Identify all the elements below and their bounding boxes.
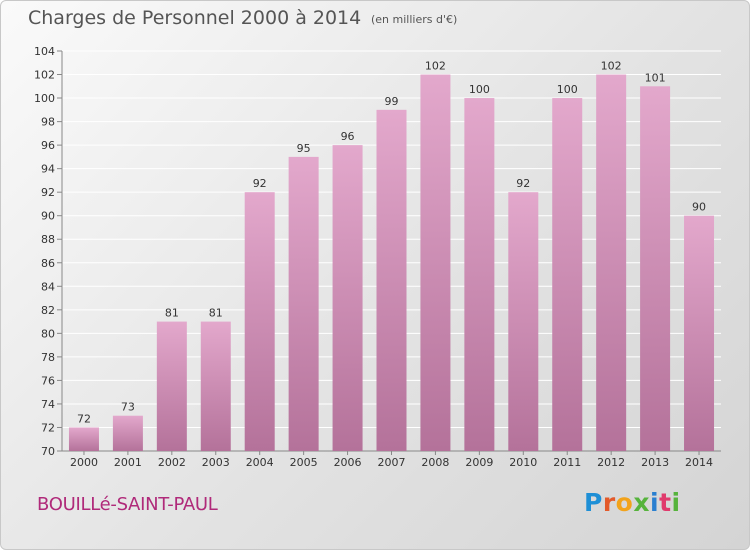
x-tick-label: 2006 — [334, 456, 362, 469]
y-tick-labels: 70 72 74 76 78 80 82 84 86 88 90 92 94 96 98 100 102 104 — [34, 45, 55, 458]
x-tick-label: 2001 — [114, 456, 142, 469]
y-tick-label: 92 — [41, 186, 55, 199]
bar — [684, 215, 715, 451]
y-tick-label: 74 — [41, 398, 55, 411]
y-tick-label: 82 — [41, 304, 55, 317]
x-tick-label: 2013 — [641, 456, 669, 469]
bar — [508, 192, 539, 452]
x-tick-label: 2002 — [158, 456, 186, 469]
bar — [112, 415, 143, 451]
y-tick-label: 94 — [41, 163, 55, 176]
y-tick-label: 78 — [41, 351, 55, 364]
bar-value-label: 99 — [385, 95, 399, 108]
y-tick-label: 102 — [34, 69, 55, 82]
chart-subtitle: (en milliers d'€) — [371, 13, 458, 26]
bars — [68, 74, 715, 452]
bar — [156, 321, 187, 451]
x-tick-label: 2010 — [509, 456, 537, 469]
y-tick-label: 96 — [41, 139, 55, 152]
place-name: BOUILLé-SAINT-PAUL — [37, 494, 218, 515]
bar — [552, 98, 583, 451]
bar — [332, 145, 363, 451]
x-tick-label: 2008 — [421, 456, 449, 469]
x-tick-label: 2003 — [202, 456, 230, 469]
y-tick-label: 90 — [41, 210, 55, 223]
y-tick-label: 86 — [41, 257, 55, 270]
y-tick-label: 100 — [34, 92, 55, 105]
bar — [640, 86, 671, 451]
bar — [200, 321, 231, 451]
x-tick-label: 2009 — [465, 456, 493, 469]
bar-value-label: 100 — [469, 83, 490, 96]
y-tick-label: 98 — [41, 116, 55, 129]
x-tick-label: 2011 — [553, 456, 581, 469]
x-tick-label: 2014 — [685, 456, 713, 469]
y-tick-label: 76 — [41, 374, 55, 387]
bar-value-label: 100 — [557, 83, 578, 96]
y-tick-label: 88 — [41, 233, 55, 246]
bar-value-label: 101 — [645, 71, 666, 84]
bar-value-label: 102 — [425, 60, 446, 73]
y-tick-label: 104 — [34, 45, 55, 58]
y-tick-label: 70 — [41, 445, 55, 458]
bar — [244, 192, 275, 452]
proxiti-logo: Proxiti — [584, 488, 681, 517]
x-tick-labels: 2000 2001 2002 2003 2004 2005 2006 2007 2008 2009… — [70, 456, 713, 469]
value-labels: 72 73 81 81 92 95 96 99 102 100 92 100 102 101 90 — [77, 60, 706, 426]
bar-value-label: 102 — [601, 60, 622, 73]
y-tick-label: 84 — [41, 280, 55, 293]
bar — [464, 98, 495, 451]
bar-value-label: 72 — [77, 412, 91, 425]
y-tick-label: 72 — [41, 421, 55, 434]
x-tick-label: 2004 — [246, 456, 274, 469]
bar-value-label: 95 — [297, 142, 311, 155]
bar — [596, 74, 627, 451]
bar — [288, 156, 319, 451]
x-tick-label: 2005 — [290, 456, 318, 469]
chart-title: Charges de Personnel 2000 à 2014 — [28, 7, 362, 29]
x-tick-label: 2007 — [378, 456, 406, 469]
bar-value-label: 81 — [209, 307, 223, 320]
bar — [68, 427, 99, 451]
x-tick-label: 2000 — [70, 456, 98, 469]
bar-value-label: 73 — [121, 401, 135, 414]
y-tick-label: 80 — [41, 327, 55, 340]
bar-value-label: 92 — [516, 177, 530, 190]
bar — [420, 74, 451, 451]
bar-value-label: 81 — [165, 307, 179, 320]
bar-value-label: 90 — [692, 201, 706, 214]
bar-value-label: 92 — [253, 177, 267, 190]
x-tick-label: 2012 — [597, 456, 625, 469]
bar — [376, 109, 407, 451]
bar-value-label: 96 — [341, 130, 355, 143]
